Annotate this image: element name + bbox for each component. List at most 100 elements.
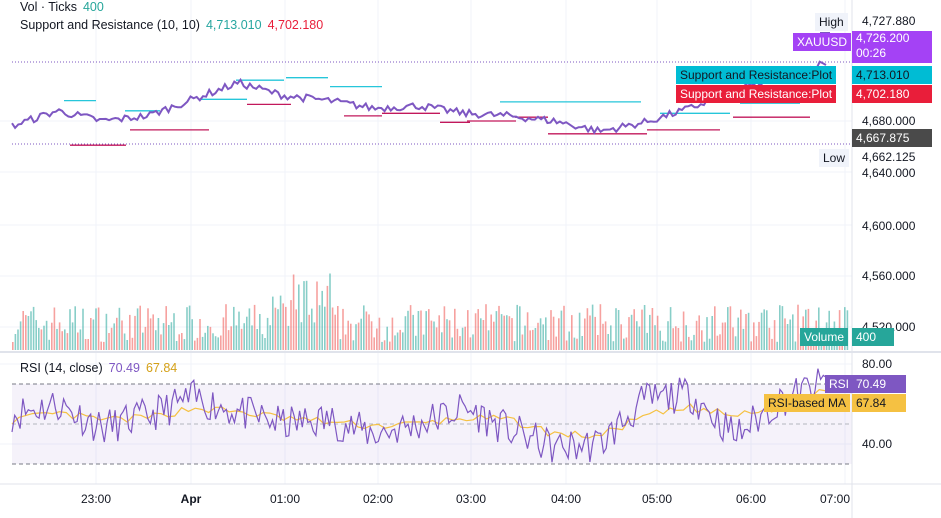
volume-bar bbox=[204, 332, 206, 350]
volume-bar bbox=[641, 309, 643, 350]
volume-bar bbox=[92, 319, 95, 350]
volume-bar bbox=[459, 336, 461, 350]
volume-bar bbox=[173, 313, 175, 350]
crosshair-price-tag: 4,667.875 bbox=[852, 129, 932, 147]
volume-bar bbox=[563, 305, 565, 350]
volume-bar bbox=[303, 281, 305, 350]
volume-bar bbox=[147, 308, 149, 350]
volume-bar bbox=[74, 306, 76, 350]
volume-bar bbox=[758, 321, 760, 350]
volume-bar bbox=[529, 330, 531, 350]
volume-legend[interactable]: Vol · Ticks 400 bbox=[20, 0, 104, 14]
volume-bar bbox=[451, 337, 453, 350]
sr-legend-value-resistance: 4,713.010 bbox=[205, 18, 262, 32]
volume-bar bbox=[342, 308, 344, 350]
volume-bar bbox=[48, 339, 50, 350]
volume-bar bbox=[409, 305, 412, 350]
volume-bar bbox=[134, 315, 136, 350]
volume-bar bbox=[233, 306, 235, 350]
sr-legend[interactable]: Support and Resistance (10, 10) 4,713.010… bbox=[20, 18, 323, 32]
volume-bar bbox=[438, 315, 440, 350]
volume-bar bbox=[178, 334, 180, 350]
volume-bar bbox=[469, 337, 472, 350]
sr-legend-value-support: 4,702.180 bbox=[267, 18, 324, 32]
volume-bar bbox=[201, 336, 204, 350]
volume-bar bbox=[194, 340, 196, 350]
volume-bar bbox=[321, 290, 323, 350]
last-price-tag: 4,726.200 00:26 bbox=[852, 31, 932, 63]
volume-bar bbox=[779, 305, 781, 350]
volume-bar bbox=[376, 328, 378, 350]
volume-bar bbox=[516, 304, 518, 350]
volume-bar bbox=[100, 341, 102, 350]
volume-bar bbox=[760, 312, 763, 350]
volume-bar bbox=[103, 341, 105, 350]
volume-bar bbox=[165, 306, 167, 350]
volume-bar bbox=[282, 303, 284, 350]
sr-resistance-tag-label: Support and Resistance:Plot bbox=[676, 66, 837, 84]
price-tick-4640: 4,640.000 bbox=[862, 166, 916, 180]
volume-bar bbox=[623, 338, 625, 350]
volume-bar bbox=[396, 332, 399, 350]
volume-bar bbox=[638, 326, 641, 350]
rsi-legend[interactable]: RSI (14, close) 70.49 67.84 bbox=[20, 361, 177, 375]
volume-bar bbox=[308, 314, 310, 350]
volume-bar bbox=[222, 317, 225, 350]
volume-bar bbox=[430, 320, 433, 350]
volume-bar bbox=[506, 315, 508, 350]
time-tick-0500: 05:00 bbox=[641, 492, 673, 506]
volume-bar bbox=[357, 322, 360, 350]
volume-bar bbox=[279, 295, 282, 350]
volume-bar bbox=[402, 332, 404, 350]
volume-bar bbox=[773, 320, 776, 350]
volume-bar bbox=[14, 334, 17, 350]
volume-bar bbox=[95, 308, 97, 350]
volume-bar bbox=[108, 333, 110, 350]
volume-bar bbox=[428, 309, 430, 350]
volume-bar bbox=[412, 314, 414, 350]
volume-bar bbox=[690, 340, 693, 350]
volume-bar bbox=[763, 309, 765, 350]
volume-bar bbox=[703, 341, 706, 350]
volume-bar bbox=[56, 328, 58, 350]
volume-bar bbox=[568, 331, 570, 350]
volume-bar bbox=[701, 330, 703, 350]
volume-bar bbox=[776, 341, 778, 350]
volume-bar bbox=[113, 323, 115, 350]
volume-bar bbox=[628, 317, 630, 350]
volume-bar bbox=[682, 311, 685, 350]
volume-bar bbox=[199, 319, 201, 350]
volume-bar bbox=[129, 314, 131, 350]
volume-bar bbox=[45, 320, 48, 350]
volume-bar bbox=[19, 321, 22, 350]
volume-bar bbox=[261, 334, 264, 350]
volume-bar bbox=[391, 317, 394, 350]
time-tick-0400: 04:00 bbox=[550, 492, 582, 506]
volume-bar bbox=[305, 280, 308, 350]
volume-bar bbox=[53, 307, 56, 350]
volume-bar bbox=[149, 318, 152, 350]
volume-bar bbox=[766, 310, 768, 350]
volume-bar bbox=[591, 304, 594, 350]
volume-bar bbox=[737, 317, 739, 350]
volume-bar bbox=[649, 314, 651, 350]
volume-bar bbox=[256, 329, 258, 350]
volume-bar bbox=[651, 308, 654, 350]
volume-bar bbox=[170, 322, 173, 350]
volume-bar bbox=[61, 331, 63, 350]
volume-bar bbox=[207, 325, 209, 350]
volume-bar bbox=[287, 325, 290, 350]
volume-bar bbox=[789, 319, 791, 350]
volume-bar bbox=[381, 341, 383, 350]
volume-bar bbox=[740, 309, 742, 350]
volume-bar bbox=[433, 321, 435, 350]
volume-bar bbox=[235, 325, 238, 350]
time-tick-0300: 03:00 bbox=[455, 492, 487, 506]
volume-bar bbox=[131, 337, 134, 350]
volume-bar bbox=[168, 325, 170, 350]
volume-bar bbox=[542, 324, 544, 350]
volume-bar bbox=[448, 320, 451, 350]
volume-bar bbox=[230, 326, 232, 350]
volume-bar bbox=[786, 324, 789, 350]
